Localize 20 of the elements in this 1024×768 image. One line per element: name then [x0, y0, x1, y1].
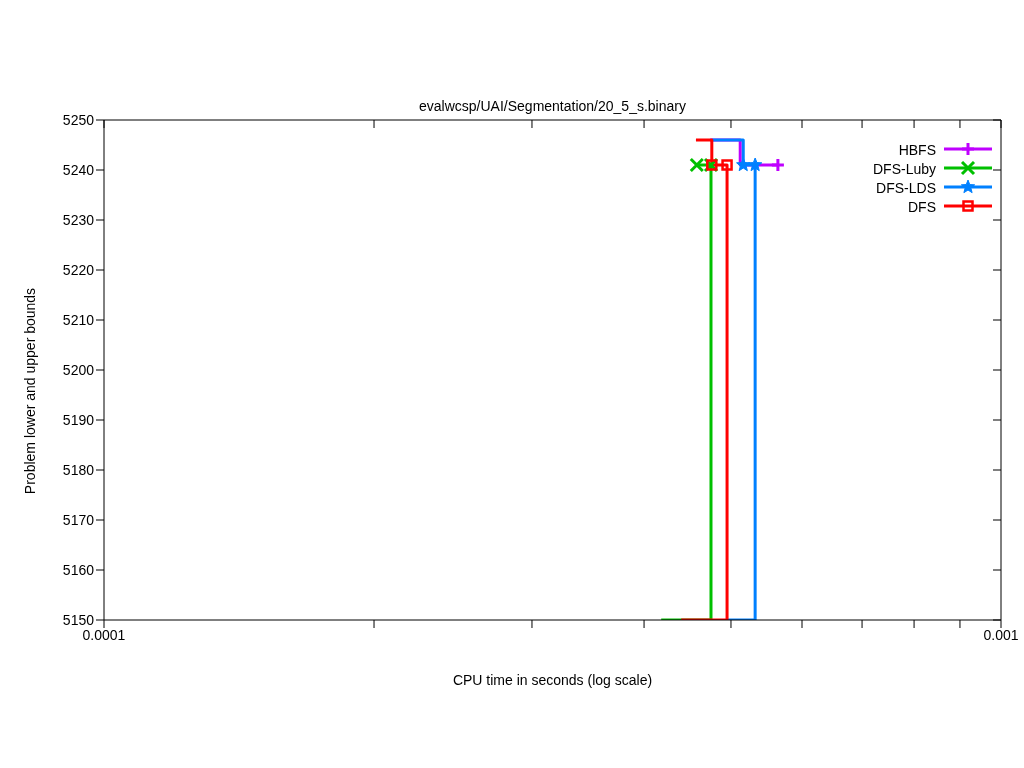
- legend-label: DFS-LDS: [876, 179, 936, 196]
- x-axis-title: CPU time in seconds (log scale): [451, 672, 654, 688]
- legend-label: HBFS: [898, 141, 936, 158]
- legend-label: DFS: [908, 198, 936, 215]
- y-tick-label: 5150: [62, 611, 95, 628]
- x-tick-label: 0.001: [983, 626, 1019, 643]
- y-axis-title: Problem lower and upper bounds: [22, 286, 38, 497]
- y-tick-label: 5210: [62, 311, 95, 328]
- x-tick-label: 0.0001: [82, 626, 126, 643]
- y-tick-label: 5220: [62, 261, 95, 278]
- y-tick-label: 5180: [62, 461, 95, 478]
- y-tick-label: 5200: [62, 361, 95, 378]
- y-tick-label: 5190: [62, 411, 95, 428]
- y-tick-label: 5240: [62, 161, 95, 178]
- y-tick-label: 5160: [62, 561, 95, 578]
- y-tick-label: 5170: [62, 511, 95, 528]
- chart-title: evalwcsp/UAI/Segmentation/20_5_s.binary: [418, 98, 687, 114]
- y-tick-label: 5230: [62, 211, 95, 228]
- y-tick-label: 5250: [62, 111, 95, 128]
- legend-label: DFS-Luby: [872, 160, 936, 177]
